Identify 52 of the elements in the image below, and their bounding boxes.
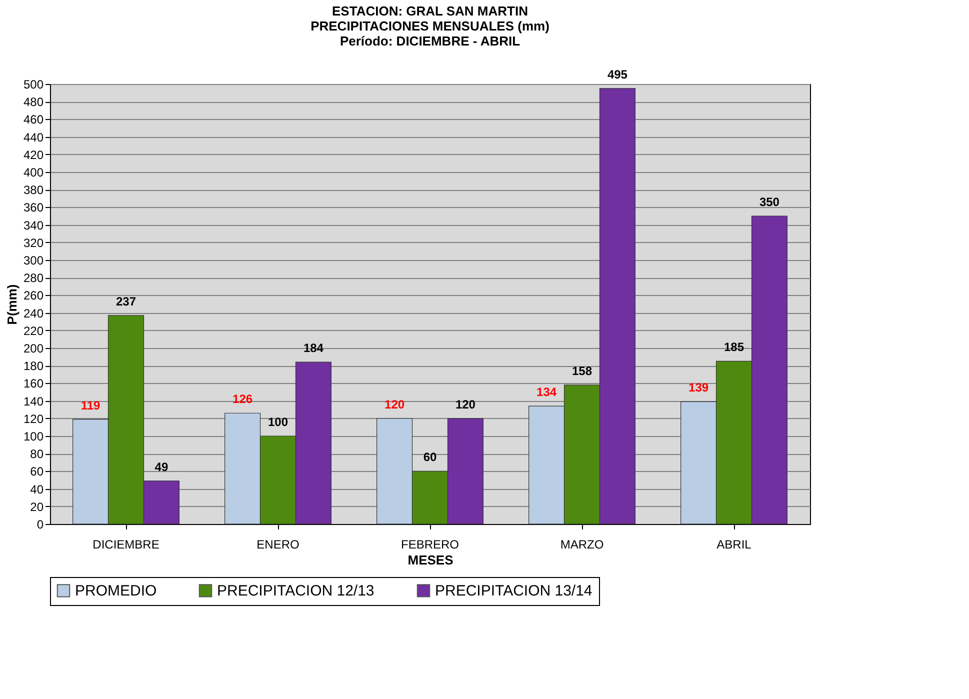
y-tick-label: 80 — [30, 447, 44, 462]
data-label: 119 — [80, 398, 101, 412]
x-tick-label: MARZO — [560, 538, 604, 552]
y-tick-label: 240 — [23, 306, 44, 320]
y-tick-label: 480 — [23, 95, 44, 110]
y-tick-label: 340 — [23, 218, 44, 232]
data-label: 126 — [232, 392, 253, 406]
data-label: 185 — [724, 340, 744, 354]
legend-label: PRECIPITACION 13/14 — [435, 582, 592, 600]
y-tick-label: 120 — [23, 412, 44, 426]
chart-title: ESTACION: GRAL SAN MARTIN PRECIPITACIONES MENSUALES (mm) Período: DICIEMBRE - ABRIL — [310, 3, 550, 48]
data-label: 495 — [607, 67, 628, 82]
x-tick-label: ABRIL — [716, 538, 752, 552]
legend-label: PRECIPITACION 12/13 — [217, 582, 374, 600]
data-label: 60 — [423, 450, 437, 464]
x-tick-label: DICIEMBRE — [92, 538, 160, 552]
x-tick-label: FEBRERO — [400, 538, 460, 552]
y-tick-label: 200 — [23, 342, 44, 356]
data-label: 237 — [116, 294, 136, 308]
y-tick-label: 420 — [23, 148, 44, 162]
y-tick-label: 460 — [23, 112, 44, 127]
y-tick-label: 0 — [36, 518, 44, 532]
y-tick-label: 260 — [23, 288, 44, 303]
data-label: 350 — [759, 195, 780, 209]
data-label: 139 — [688, 380, 709, 395]
data-label: 100 — [268, 415, 288, 429]
legend-label: PROMEDIO — [75, 582, 157, 600]
x-axis-title: MESES — [408, 552, 454, 568]
y-tick-label: 380 — [23, 183, 44, 198]
y-tick-label: 60 — [30, 464, 44, 479]
data-label: 49 — [154, 460, 168, 474]
x-tick-label: ENERO — [256, 538, 300, 552]
y-tick-label: 320 — [23, 236, 44, 250]
y-tick-label: 440 — [23, 130, 44, 144]
y-tick-label: 220 — [23, 324, 44, 338]
y-tick-label: 100 — [23, 430, 44, 444]
y-tick-label: 300 — [23, 254, 44, 268]
y-axis-title: P(mm) — [4, 284, 20, 325]
y-tick-label: 500 — [23, 78, 44, 92]
data-label: 158 — [572, 364, 592, 378]
y-tick-label: 280 — [23, 271, 44, 286]
y-tick-label: 180 — [23, 359, 44, 374]
y-tick-label: 360 — [23, 200, 44, 215]
data-label: 120 — [455, 397, 476, 412]
y-tick-label: 160 — [23, 376, 44, 391]
data-label: 134 — [536, 385, 557, 400]
y-tick-label: 400 — [23, 166, 44, 180]
data-label: 184 — [303, 341, 324, 356]
y-tick-label: 40 — [30, 482, 44, 496]
data-label: 120 — [384, 397, 405, 412]
y-tick-label: 20 — [30, 500, 44, 514]
y-tick-label: 140 — [23, 394, 44, 408]
